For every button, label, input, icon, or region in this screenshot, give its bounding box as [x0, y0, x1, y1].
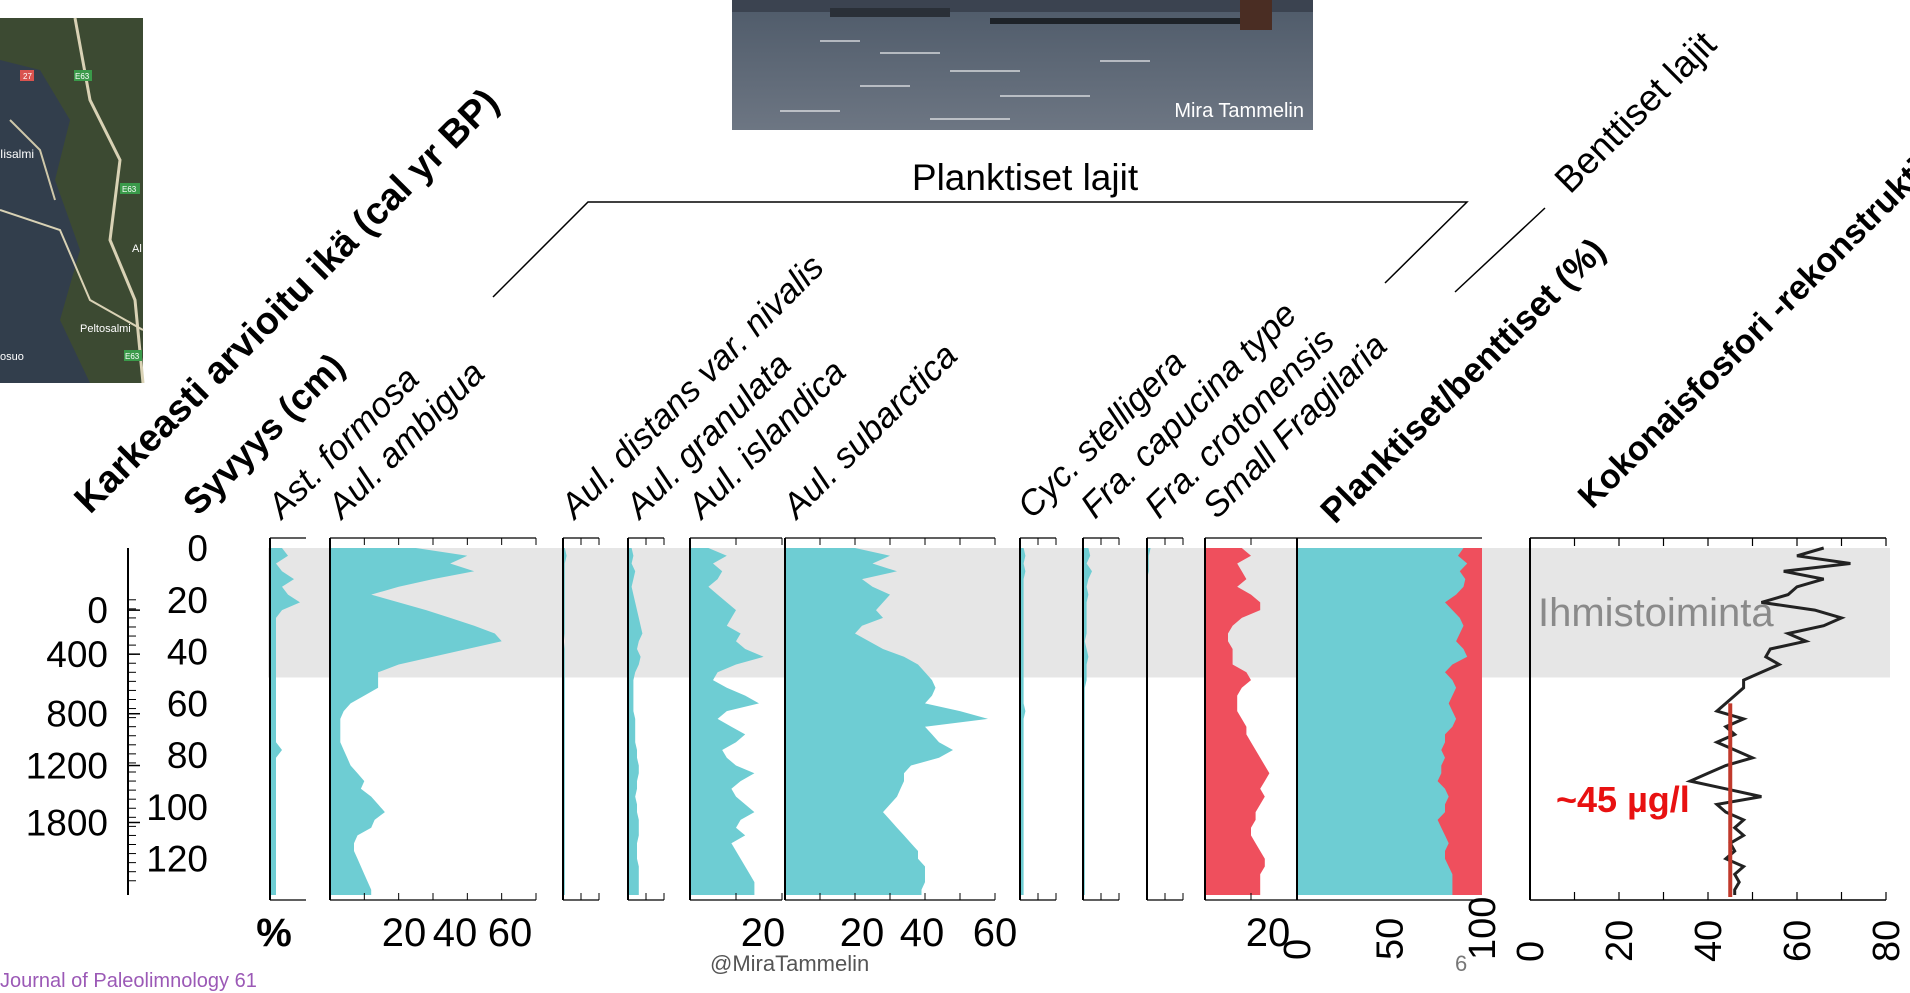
- map-label: E63: [75, 72, 90, 81]
- footer-credit: @MiraTammelin: [710, 951, 870, 976]
- ratio-tick-label: 0: [1277, 939, 1319, 960]
- map-road-badge-27: [20, 70, 34, 81]
- tp-tick-label: 20: [1599, 920, 1641, 962]
- human-activity-zone: [268, 548, 1890, 678]
- map-label: Iisalmi: [0, 147, 34, 161]
- journal-citation: Journal of Paleolimnology 61: [0, 970, 257, 992]
- depth-tick-label: 120: [146, 839, 208, 880]
- map-label: Al: [132, 243, 142, 255]
- series-tick-label: 40: [900, 911, 945, 955]
- age-tick-label: 800: [46, 694, 108, 735]
- benthic-bracket: [1454, 207, 1546, 293]
- lake-photo: Mira Tammelin: [732, 0, 1313, 130]
- series-title: Aul. subarctica: [774, 336, 965, 527]
- photo-credit: Mira Tammelin: [1174, 100, 1304, 122]
- tp-tick-label: 60: [1777, 920, 1819, 962]
- series-tick-label: 20: [1246, 911, 1291, 955]
- depth-tick-label: 40: [167, 632, 208, 673]
- age-tick-label: 0: [87, 590, 108, 631]
- tp-tick-label: 0: [1510, 941, 1552, 962]
- series-tick-label: 60: [488, 911, 533, 955]
- human-activity-label: Ihmistoiminta: [1538, 591, 1774, 635]
- series-area: [330, 548, 502, 895]
- age-tick-label: 400: [46, 634, 108, 675]
- series-area: [270, 548, 300, 895]
- tp-tick-label: 80: [1866, 920, 1908, 962]
- series-tick-label: 60: [973, 911, 1018, 955]
- series-area: [690, 548, 764, 895]
- tp-tick-label: 40: [1688, 920, 1730, 962]
- map-label: 27: [23, 72, 32, 81]
- map-label: E63: [125, 352, 140, 361]
- depth-tick-label: 0: [187, 528, 208, 569]
- page-number: 6: [1455, 951, 1468, 976]
- depth-tick-label: 80: [167, 735, 208, 776]
- series-tick-label: 20: [382, 911, 427, 955]
- benthic-group-label: Benttiset lajit: [1547, 23, 1725, 201]
- series-tick-label: 20: [741, 911, 786, 955]
- series-area: [1083, 548, 1092, 895]
- map-road-badge: [124, 350, 142, 361]
- tp-mean-annotation: ~45 µg/l: [1556, 779, 1690, 820]
- ratio-tick-label: 50: [1370, 918, 1412, 960]
- map-thumbnail: 27 E63 Iisalmi E63 Peltosalmi osuo E63 A…: [0, 17, 145, 384]
- planktic-bracket: [492, 201, 1469, 298]
- depth-tick-label: 20: [167, 580, 208, 621]
- map-label: Peltosalmi: [80, 323, 131, 335]
- map-label: E63: [122, 185, 137, 194]
- series-area: [785, 548, 988, 895]
- age-tick-label: 1800: [26, 802, 108, 843]
- map-road-badge: [120, 183, 140, 194]
- ratio-tick-label: 100: [1462, 897, 1504, 960]
- planktic-group-label: Planktiset lajit: [912, 157, 1139, 198]
- series-area: [1020, 548, 1026, 895]
- depth-tick-label: 60: [167, 683, 208, 724]
- series-area: [628, 548, 643, 895]
- planktic-ratio-area: [1297, 548, 1468, 895]
- tp-line: [1685, 546, 1851, 895]
- series-area: [1205, 548, 1270, 895]
- series-tick-label: 40: [433, 911, 478, 955]
- map-label: osuo: [0, 351, 24, 363]
- depth-tick-label: 100: [146, 787, 208, 828]
- age-tick-label: 1200: [26, 746, 108, 787]
- map-road-badge: [74, 70, 92, 81]
- series-tick-label: %: [256, 911, 292, 955]
- series-tick-label: 20: [840, 911, 885, 955]
